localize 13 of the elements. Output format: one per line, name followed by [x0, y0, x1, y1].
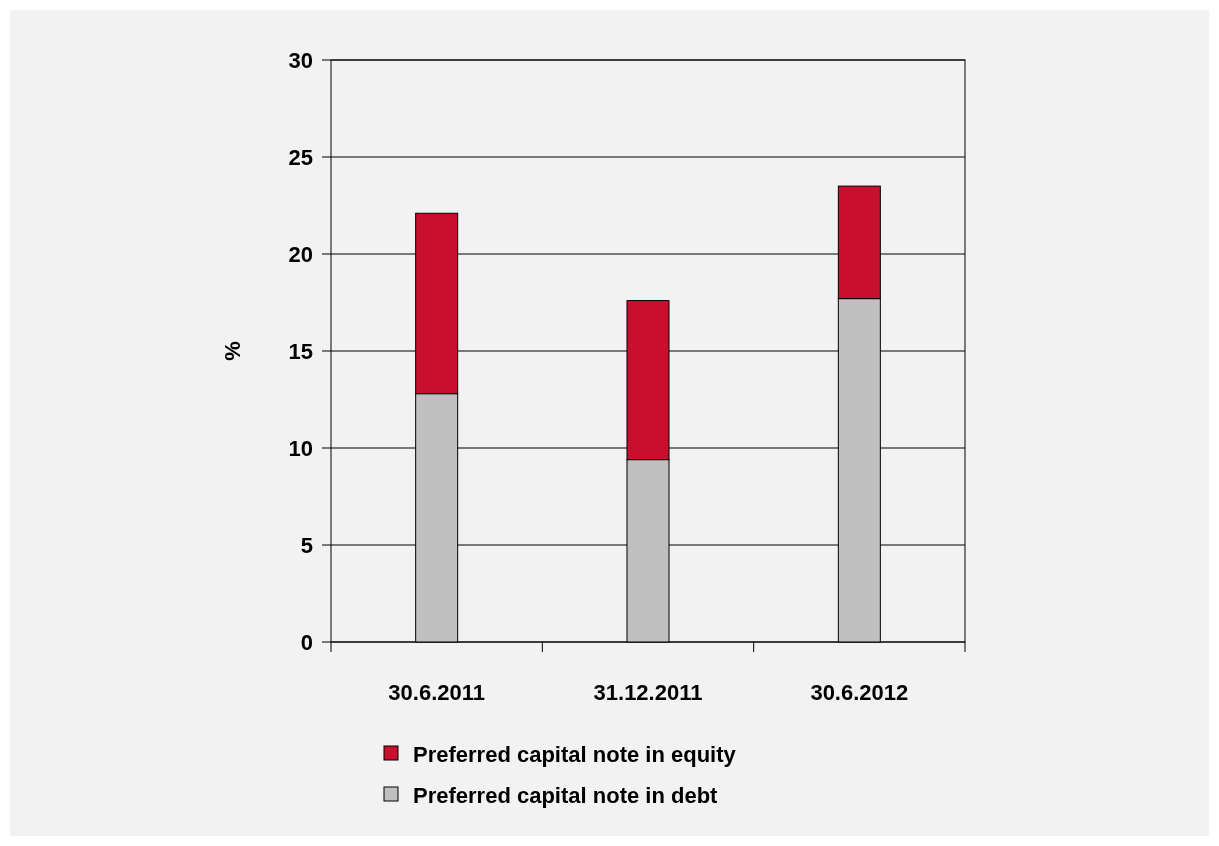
y-tick-label: 15 [288, 338, 313, 364]
y-tick-label: 30 [288, 47, 313, 73]
y-tick-label: 0 [300, 629, 313, 655]
y-axis-title: % [220, 341, 245, 361]
legend-label: Preferred capital note in debt [413, 782, 719, 808]
y-tick-label: 10 [288, 435, 313, 461]
x-tick-label: 30.6.2011 [388, 680, 485, 705]
y-tick-label: 25 [288, 144, 313, 170]
x-tick-label: 30.6.2012 [810, 680, 909, 705]
y-tick-label: 20 [288, 241, 313, 267]
x-tick-label: 31.12.2011 [593, 680, 703, 705]
legend-label: Preferred capital note in equity [413, 741, 737, 767]
y-tick-label: 5 [300, 532, 313, 558]
